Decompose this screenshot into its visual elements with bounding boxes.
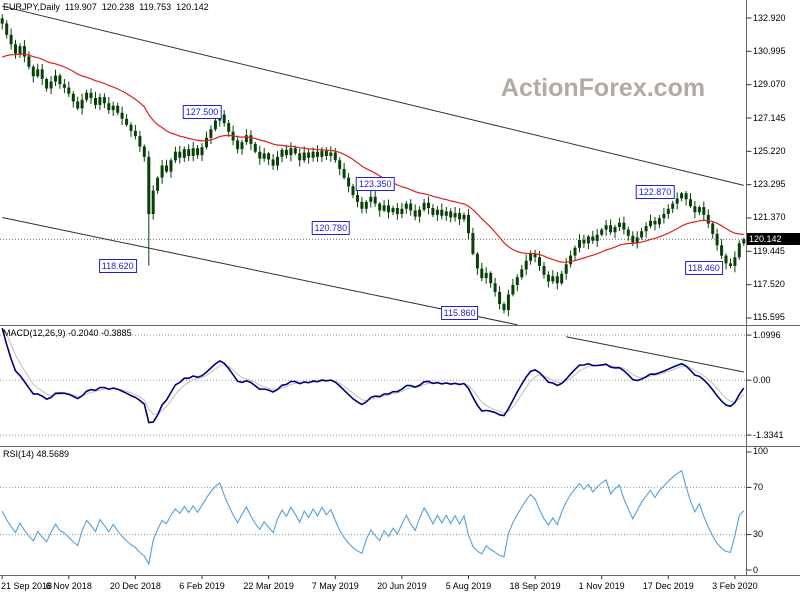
candle-bodies <box>0 18 746 311</box>
price-axis-tick-label: 119.445 <box>753 245 785 256</box>
price-trendline-1 <box>2 5 744 186</box>
current-price-box: 120.142 <box>747 233 800 246</box>
x-axis-label: 21 Sep 2018 <box>1 581 53 591</box>
macd-axis-tick-label: -1.3341 <box>753 429 784 440</box>
macd-axis-tick-label: 1.0996 <box>753 329 781 340</box>
macd-line <box>1 327 745 424</box>
price-axis-tick-label: 117.520 <box>753 279 785 290</box>
price-axis-tick-label: 127.145 <box>753 112 786 123</box>
price-axis-tick-label: 115.595 <box>753 312 785 323</box>
rsi-axis-tick-label: 70 <box>753 481 764 492</box>
rsi-axis-tick-label: 100 <box>753 446 769 457</box>
price-label: 122.870 <box>635 185 675 200</box>
macd-signal-line <box>1 327 745 416</box>
price-axis-tick-label: 121.370 <box>753 212 786 223</box>
macd-axis-tick-label: 0.00 <box>753 374 771 385</box>
x-axis-label: 18 Sep 2019 <box>509 581 561 591</box>
rsi-line <box>1 469 745 566</box>
x-axis-label: 6 Feb 2019 <box>179 581 225 591</box>
watermark: ActionForex.com <box>500 74 706 102</box>
price-trendline-2 <box>2 217 518 326</box>
price-label: 118.620 <box>98 258 137 273</box>
price-axis-tick-label: 125.220 <box>753 145 786 156</box>
ohlc-open: 119.907 <box>64 2 97 12</box>
ohlc-low: 119.753 <box>139 2 172 12</box>
price-axis-tick-label: 130.995 <box>753 45 786 56</box>
ohlc-close: 120.142 <box>176 2 209 12</box>
x-axis-label: 3 Feb 2020 <box>712 581 758 591</box>
macd-indicator-label: MACD(12,26,9) -0.2040 -0.3885 <box>3 328 132 338</box>
instrument-name: EURJPY,Daily <box>3 2 60 12</box>
price-label: 120.780 <box>311 221 351 236</box>
x-axis-label: 5 Aug 2019 <box>445 581 492 591</box>
x-axis-label: 17 Dec 2019 <box>642 581 694 591</box>
price-axis-tick-label: 129.070 <box>753 79 786 90</box>
rsi-indicator-label: RSI(14) 48.5689 <box>3 449 70 459</box>
rsi-axis-tick-label: 30 <box>753 529 764 540</box>
x-axis-label: 20 Dec 2018 <box>109 581 161 591</box>
price-axis-tick-label: 123.295 <box>753 179 786 190</box>
ma-line <box>1 53 744 263</box>
price-label: 115.860 <box>440 306 479 321</box>
x-axis-label: 7 May 2019 <box>311 581 359 591</box>
macd-trendline <box>566 336 744 373</box>
price-axis-tick-label: 132.920 <box>753 12 786 23</box>
x-axis-label: 1 Nov 2019 <box>578 581 625 591</box>
ohlc-high: 120.238 <box>101 2 135 12</box>
instrument-ohlc-header: EURJPY,Daily 119.907 120.238 119.753 120.142 <box>3 2 214 12</box>
rsi-axis-tick-label: 0 <box>753 564 759 575</box>
price-label: 127.500 <box>182 104 222 119</box>
price-label: 118.460 <box>684 261 723 276</box>
x-axis-label: 22 Mar 2019 <box>243 581 294 591</box>
x-axis-label: 20 Jun 2019 <box>377 581 427 591</box>
x-axis-label: 6 Nov 2018 <box>45 581 92 591</box>
price-label: 123.350 <box>355 176 395 191</box>
